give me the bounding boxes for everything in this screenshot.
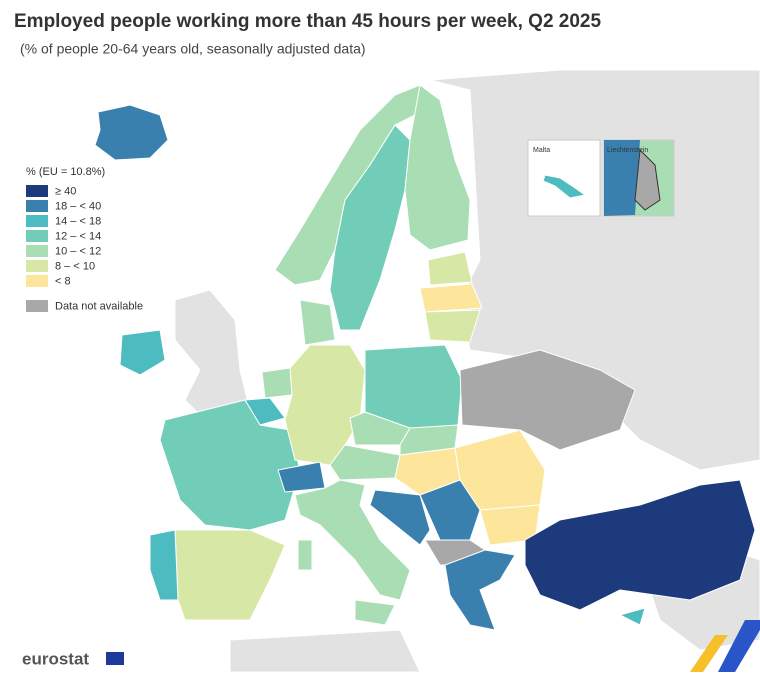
legend-label: ≥ 40 — [55, 185, 76, 197]
inset-label: Malta — [533, 147, 550, 154]
liechtenstein — [634, 148, 661, 211]
title: Employed people working more than 45 hou… — [14, 11, 602, 32]
inset-malta: Malta — [527, 139, 601, 217]
estonia — [427, 251, 473, 286]
legend-label: 14 – < 18 — [55, 215, 101, 227]
inset-label: Liechtenstein — [607, 147, 648, 154]
legend-label: 18 – < 40 — [55, 200, 101, 212]
legend-label: < 8 — [55, 275, 71, 287]
inset-liechtenstein: Liechtenstein — [603, 139, 675, 217]
legend-swatch — [26, 260, 48, 272]
legend-swatch — [26, 185, 48, 197]
france — [159, 399, 301, 531]
lithuania — [424, 309, 481, 343]
malta — [542, 174, 586, 199]
sicily — [354, 599, 396, 626]
eu-flag — [106, 652, 124, 665]
greece — [444, 549, 516, 631]
spain — [174, 529, 286, 621]
legend-swatch — [26, 230, 48, 242]
logo-stripe — [690, 635, 728, 672]
legend-swatch — [26, 245, 48, 257]
legend-title: % (EU = 10.8%) — [26, 166, 105, 178]
legend-label: 10 – < 12 — [55, 245, 101, 257]
legend-swatch — [26, 200, 48, 212]
sweden — [329, 124, 411, 331]
finland — [404, 84, 471, 251]
cyprus — [619, 607, 646, 626]
legend-swatch — [26, 215, 48, 227]
inset-frame — [527, 139, 601, 217]
legend: % (EU = 10.8%) ≥ 40 18 – < 40 14 – < 18 12 … — [26, 166, 143, 312]
denmark — [299, 299, 336, 346]
logo-stripe — [718, 620, 760, 672]
ireland — [119, 329, 166, 376]
legend-label: 12 – < 14 — [55, 230, 101, 242]
ukraine — [459, 349, 636, 451]
legend-label: Data not available — [55, 300, 143, 312]
sardinia — [297, 539, 313, 571]
legend-swatch — [26, 275, 48, 287]
portugal — [149, 529, 179, 601]
non-eu-land — [174, 69, 760, 673]
latvia — [419, 283, 483, 313]
countries — [94, 84, 756, 631]
turkey — [524, 479, 756, 611]
legend-swatch — [26, 300, 48, 312]
subtitle: (% of people 20-64 years old, seasonally… — [20, 41, 366, 57]
serbia — [419, 479, 481, 541]
iceland — [94, 104, 169, 161]
switzerland-inset — [604, 140, 640, 216]
italy — [294, 479, 411, 601]
eurostat-logo: eurostat — [22, 649, 89, 668]
norway — [274, 84, 426, 286]
netherlands — [261, 367, 293, 399]
legend-label: 8 – < 10 — [55, 260, 95, 272]
